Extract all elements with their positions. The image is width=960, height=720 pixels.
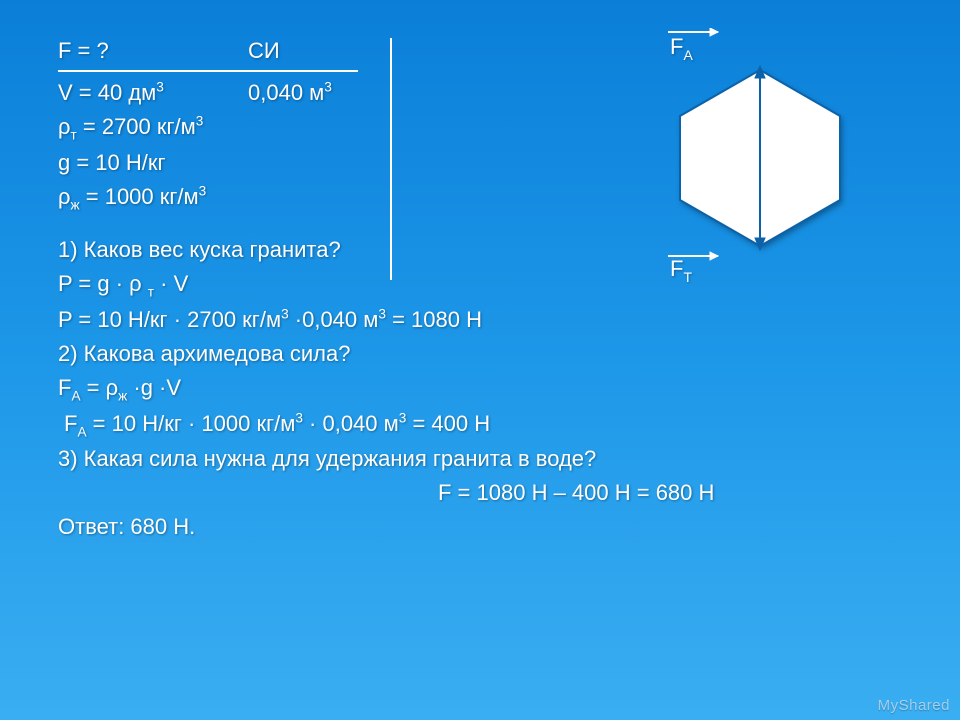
svg-text:FА: FА xyxy=(670,34,693,63)
fa-eq: = ρ xyxy=(81,375,119,400)
fa-f: F xyxy=(58,375,71,400)
p-calc-b: ·0,040 м xyxy=(289,307,379,332)
given-g: g = 10 Н/кг xyxy=(58,146,248,180)
given-rho-t: ρт = 2700 кг/м3 xyxy=(58,110,248,146)
given-si-header: СИ xyxy=(248,34,388,68)
rho-t-sym: ρ xyxy=(58,114,71,139)
given-rho-t-si xyxy=(248,110,388,146)
answer-line: Ответ: 680 Н. xyxy=(58,510,902,544)
given-v-label: V = 40 дм xyxy=(58,80,156,105)
diagram-svg: FА FТ xyxy=(610,28,910,288)
fa-calc: FА = 10 Н/кг · 1000 кг/м3 · 0,040 м3 = 4… xyxy=(58,407,902,443)
p-calc: P = 10 Н/кг · 2700 кг/м3 ·0,040 м3 = 108… xyxy=(58,303,902,337)
question-2: 2) Какова архимедова сила? xyxy=(58,337,902,371)
p-calc-e2: 3 xyxy=(378,307,386,322)
ft-label-prefix: F xyxy=(670,256,683,281)
p-calc-e1: 3 xyxy=(281,307,289,322)
given-g-si xyxy=(248,146,388,180)
watermark: MyShared xyxy=(878,697,950,714)
question-3: 3) Какая сила нужна для удержания гранит… xyxy=(58,442,902,476)
svg-text:FТ: FТ xyxy=(670,256,692,285)
rho-zh-sym: ρ xyxy=(58,184,71,209)
given-v-si: 0,040 м3 xyxy=(248,76,388,110)
fa-tail: ·g ·V xyxy=(127,375,181,400)
rho-t-exp: 3 xyxy=(196,114,204,129)
p-calc-c: = 1080 Н xyxy=(386,307,482,332)
p-formula-a: P = g · ρ xyxy=(58,271,148,296)
fa-sub1: А xyxy=(71,389,80,404)
rho-t-rest: = 2700 кг/м xyxy=(77,114,196,139)
force-diagram: FА FТ xyxy=(610,28,910,288)
fa-sub2: ж xyxy=(118,389,127,404)
fa-calc-f: F xyxy=(64,411,77,436)
rho-zh-sub: ж xyxy=(71,197,80,212)
given-v: V = 40 дм3 xyxy=(58,76,248,110)
rho-zh-rest: = 1000 кг/м xyxy=(80,184,199,209)
rho-zh-exp: 3 xyxy=(199,183,207,198)
given-v-si-exp: 3 xyxy=(324,80,332,95)
p-formula-b: · V xyxy=(154,271,188,296)
p-calc-a: P = 10 Н/кг · 2700 кг/м xyxy=(58,307,281,332)
given-horizontal-rule xyxy=(58,70,358,72)
given-rho-zh: ρж = 1000 кг/м3 xyxy=(58,180,248,216)
given-v-si-value: 0,040 м xyxy=(248,80,324,105)
fa-calc-c: = 400 Н xyxy=(406,411,490,436)
fa-calc-sub: А xyxy=(77,424,86,439)
fa-label-sub: А xyxy=(683,47,693,63)
given-vertical-rule xyxy=(390,38,392,280)
fa-calc-b: · 0,040 м xyxy=(303,411,399,436)
ft-label-sub: Т xyxy=(683,269,692,285)
given-find: F = ? xyxy=(58,34,248,68)
given-v-exp: 3 xyxy=(156,80,164,95)
fa-calc-e1: 3 xyxy=(295,410,303,425)
slide: F = ? СИ V = 40 дм3 0,040 м3 ρт = 2700 к… xyxy=(0,0,960,720)
fa-label-prefix: F xyxy=(670,34,683,59)
fa-formula: FА = ρж ·g ·V xyxy=(58,371,902,407)
result-line: F = 1080 Н – 400 Н = 680 Н xyxy=(58,476,902,510)
given-rho-zh-si xyxy=(248,180,388,216)
fa-calc-a: = 10 Н/кг · 1000 кг/м xyxy=(87,411,296,436)
